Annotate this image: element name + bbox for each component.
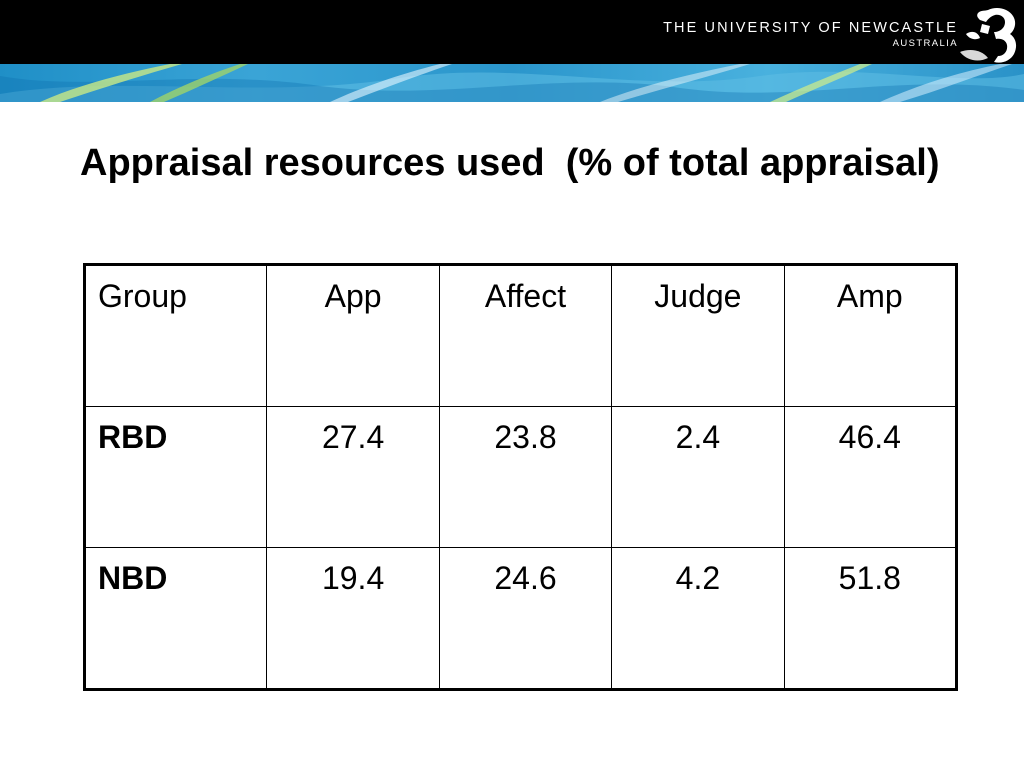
cell-rbd-affect: 23.8 (438, 406, 613, 548)
row-label-rbd: RBD (83, 406, 268, 548)
header-decorative-banner (0, 64, 1024, 102)
cell-nbd-app: 19.4 (266, 547, 440, 690)
university-wordmark: THE UNIVERSITY OF NEWCASTLE AUSTRALIA (663, 19, 958, 51)
slide-title: Appraisal resources used (% of total app… (80, 142, 940, 184)
table-row: RBD 27.4 23.8 2.4 46.4 (83, 406, 958, 548)
column-header-affect: Affect (438, 264, 613, 407)
table-header-row: Group App Affect Judge Amp (83, 264, 958, 407)
header-bar: THE UNIVERSITY OF NEWCASTLE AUSTRALIA (0, 0, 1024, 64)
seahorse-logo-icon (960, 8, 1017, 63)
cell-rbd-app: 27.4 (266, 406, 440, 548)
column-header-app: App (266, 264, 440, 407)
table-row: NBD 19.4 24.6 4.2 51.8 (83, 547, 958, 690)
row-label-nbd: NBD (83, 547, 268, 690)
university-country: AUSTRALIA (892, 38, 958, 49)
cell-rbd-amp: 46.4 (783, 406, 958, 548)
cell-nbd-judge: 4.2 (611, 547, 785, 690)
university-name: THE UNIVERSITY OF NEWCASTLE (663, 20, 958, 36)
cell-nbd-amp: 51.8 (783, 547, 958, 690)
cell-rbd-judge: 2.4 (611, 406, 785, 548)
column-header-group: Group (83, 264, 268, 407)
column-header-amp: Amp (783, 264, 958, 407)
cell-nbd-affect: 24.6 (438, 547, 613, 690)
column-header-judge: Judge (611, 264, 785, 407)
appraisal-table: Group App Affect Judge Amp RBD 27.4 23.8… (83, 263, 958, 691)
